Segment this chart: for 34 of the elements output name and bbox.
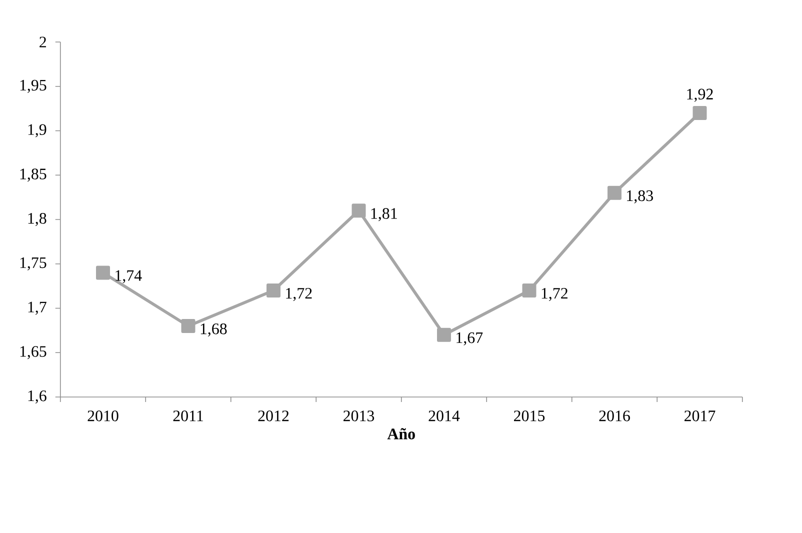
data-label: 1,74	[116, 270, 142, 284]
x-tick-label: 2016	[599, 410, 630, 422]
point	[181, 319, 196, 333]
y-tick-label: 1,95	[20, 80, 46, 93]
data-label: 1,92	[687, 88, 713, 102]
data-label: 1,72	[286, 288, 312, 302]
y-tick-label: 1,7	[28, 302, 46, 315]
point	[437, 328, 451, 342]
y-tick-label: 1,75	[20, 257, 46, 270]
x-tick-label: 2015	[514, 410, 545, 422]
point	[608, 186, 622, 200]
point	[692, 106, 707, 120]
x-tick-label: 2014	[428, 410, 460, 422]
point	[522, 284, 536, 298]
y-tick-label: 1,85	[20, 168, 46, 182]
point	[352, 204, 366, 218]
point	[96, 266, 110, 280]
data-label: 1,83	[627, 190, 653, 204]
y-tick-label: 2	[40, 36, 46, 48]
y-tick-label: 1,6	[28, 390, 46, 404]
x-tick-label: 2017	[684, 410, 716, 422]
y-tick-label: 1,8	[28, 212, 46, 226]
data-label: 1,67	[456, 332, 483, 346]
point	[266, 284, 280, 298]
x-tick-label: 2011	[173, 410, 203, 422]
x-tick-label: 2010	[88, 410, 118, 422]
data-label: 1,68	[200, 323, 227, 337]
y-tick-label: 1,9	[28, 124, 46, 138]
x-tick-label: 2013	[344, 410, 374, 422]
y-tick-label: 1,65	[20, 346, 46, 360]
data-label: 1,72	[542, 288, 568, 302]
data-label: 1,81	[371, 208, 397, 222]
x-tick-label: 2012	[258, 410, 289, 422]
x-axis-title: Año	[387, 428, 415, 440]
